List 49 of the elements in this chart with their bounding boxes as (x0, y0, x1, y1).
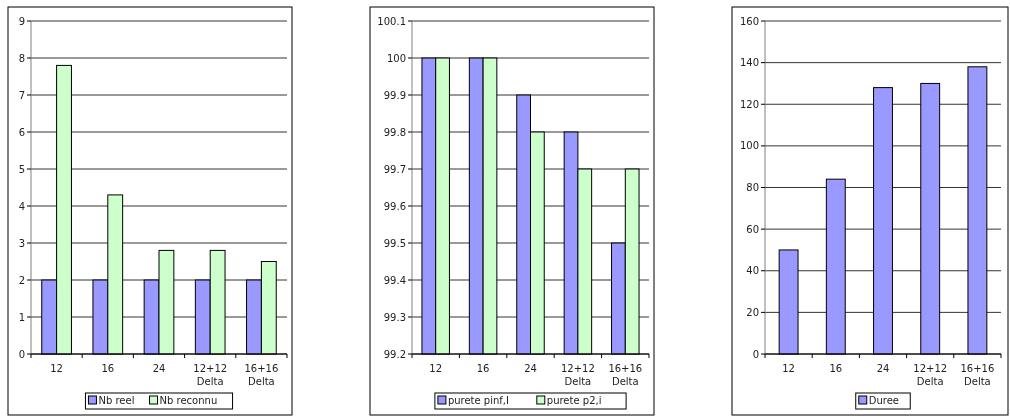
y-tick-label: 4 (18, 200, 25, 212)
x-tick-label: 24 (876, 363, 890, 374)
y-tick-label: 99.4 (383, 274, 406, 286)
legend-label: Duree (868, 394, 899, 406)
y-tick-label: 99.9 (383, 89, 406, 101)
x-tick-label: 12+12 Delta (193, 363, 228, 387)
y-tick-label: 60 (746, 223, 759, 235)
y-tick-label: 99.3 (383, 311, 406, 323)
y-tick-label: 100 (386, 52, 406, 64)
x-tick-label: 12+12 Delta (560, 363, 595, 387)
y-tick-label: 99.6 (383, 200, 406, 212)
y-tick-label: 0 (752, 348, 759, 360)
legend-label: Nb reconnu (159, 394, 218, 406)
y-tick-label: 99.5 (383, 237, 406, 249)
y-tick-label: 9 (18, 15, 25, 27)
y-tick-label: 1 (18, 311, 25, 323)
x-tick-label: 16 (476, 363, 490, 374)
x-tick-label: 16+16 Delta (960, 363, 995, 387)
y-tick-label: 8 (18, 52, 25, 64)
y-tick-label: 99.2 (383, 348, 406, 360)
y-tick-label: 120 (739, 98, 759, 110)
x-tick-label: 24 (152, 363, 166, 374)
y-tick-label: 5 (18, 163, 25, 175)
y-tick-label: 100.1 (377, 15, 406, 27)
y-tick-label: 140 (739, 57, 759, 69)
y-tick-label: 20 (746, 306, 759, 318)
legend-label: purete p2,i (546, 394, 602, 406)
x-tick-label: 16 (101, 363, 115, 374)
x-tick-label: 24 (524, 363, 537, 374)
y-tick-label: 0 (18, 348, 25, 360)
y-tick-label: 99.8 (383, 126, 406, 138)
y-tick-label: 160 (739, 15, 759, 27)
y-tick-label: 100 (739, 140, 759, 152)
y-tick-label: 99.7 (383, 163, 406, 175)
legend-label: Nb reel (98, 394, 135, 406)
x-tick-label: 12+12 Delta (913, 363, 948, 387)
y-tick-label: 6 (18, 126, 25, 138)
x-tick-label: 12 (50, 363, 63, 374)
x-tick-label: 12 (429, 363, 443, 374)
legend-label: purete pinf,I (447, 394, 509, 406)
x-tick-label: 16+16 Delta (244, 363, 279, 387)
y-tick-label: 3 (18, 237, 25, 249)
y-tick-label: 40 (746, 265, 759, 277)
y-tick-label: 2 (18, 274, 25, 286)
x-tick-label: 12 (782, 363, 795, 374)
x-tick-label: 16+16 Delta (608, 363, 643, 387)
y-tick-label: 80 (746, 182, 759, 193)
y-tick-label: 7 (18, 89, 25, 101)
x-tick-label: 16 (829, 363, 843, 374)
